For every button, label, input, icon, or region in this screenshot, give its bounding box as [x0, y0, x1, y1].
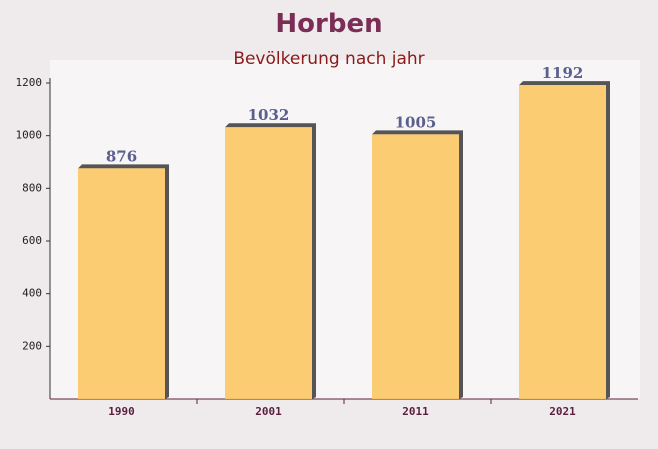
bar	[372, 134, 459, 399]
bar	[78, 168, 165, 399]
x-tick-label: 2001	[255, 405, 282, 418]
chart-title: Horben	[275, 9, 382, 39]
x-tick-label: 2021	[549, 405, 576, 418]
y-tick-label: 1200	[16, 76, 43, 89]
value-label: 1005	[395, 113, 437, 131]
bar	[225, 127, 312, 400]
y-tick-label: 600	[22, 234, 42, 247]
chart-subtitle: Bevölkerung nach jahr	[233, 49, 424, 69]
y-tick-label: 200	[22, 339, 42, 352]
y-tick-label: 400	[22, 287, 42, 300]
y-tick-label: 800	[22, 181, 42, 194]
x-tick-label: 1990	[108, 405, 135, 418]
bar	[519, 85, 606, 400]
value-label: 1032	[248, 106, 290, 124]
x-tick-label: 2011	[402, 405, 429, 418]
value-label: 1192	[542, 64, 584, 82]
y-tick-label: 1000	[16, 129, 43, 142]
value-label: 876	[106, 147, 137, 165]
